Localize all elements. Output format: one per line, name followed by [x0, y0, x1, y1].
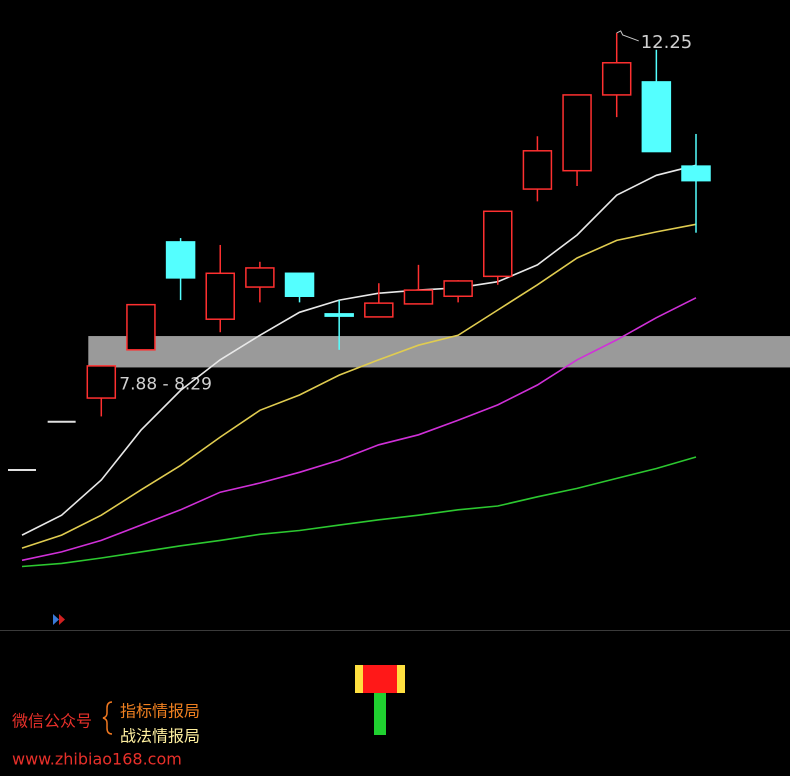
- candle-body: [126, 303, 156, 351]
- candle-body: [364, 302, 394, 318]
- watermark-name: 战法情报局: [120, 727, 200, 746]
- candle-body: [483, 210, 513, 278]
- peak-leader: [616, 30, 639, 42]
- ma-line: [21, 164, 697, 536]
- indicator-glyph: [355, 665, 405, 735]
- candle-body: [681, 165, 711, 182]
- zone-label: 7.88 - 8.29: [119, 374, 212, 394]
- candle-body: [245, 267, 275, 288]
- candle-body: [165, 241, 196, 279]
- candle-body: [562, 94, 592, 172]
- indicator-core: [363, 665, 397, 693]
- watermark-name: 指标情报局: [120, 702, 200, 721]
- watermark-url: www.zhibiao168.com: [12, 750, 182, 769]
- candle-body: [443, 280, 473, 297]
- ma-line: [21, 223, 697, 549]
- watermark: 微信公众号 指标情报局 战法情报局 www.zhibiao168.com: [12, 701, 200, 769]
- candle-body: [284, 272, 315, 297]
- candle-body: [601, 62, 632, 96]
- candle-body: [641, 81, 672, 153]
- watermark-brace: [102, 701, 113, 735]
- candle-body: [522, 150, 553, 190]
- peak-label: 12.25: [641, 32, 693, 53]
- ma-line: [21, 297, 697, 562]
- candle-body: [324, 313, 354, 317]
- signal-markers: [53, 614, 65, 625]
- marker-arrow: [59, 614, 65, 625]
- indicator-stem: [374, 693, 386, 735]
- candle-body: [403, 289, 434, 305]
- price-zone: [88, 336, 790, 368]
- watermark-account: 微信公众号: [12, 712, 92, 731]
- candle-body: [205, 272, 235, 320]
- marker-arrow: [53, 614, 59, 625]
- candle-body: [86, 365, 117, 399]
- ma-line: [21, 456, 697, 568]
